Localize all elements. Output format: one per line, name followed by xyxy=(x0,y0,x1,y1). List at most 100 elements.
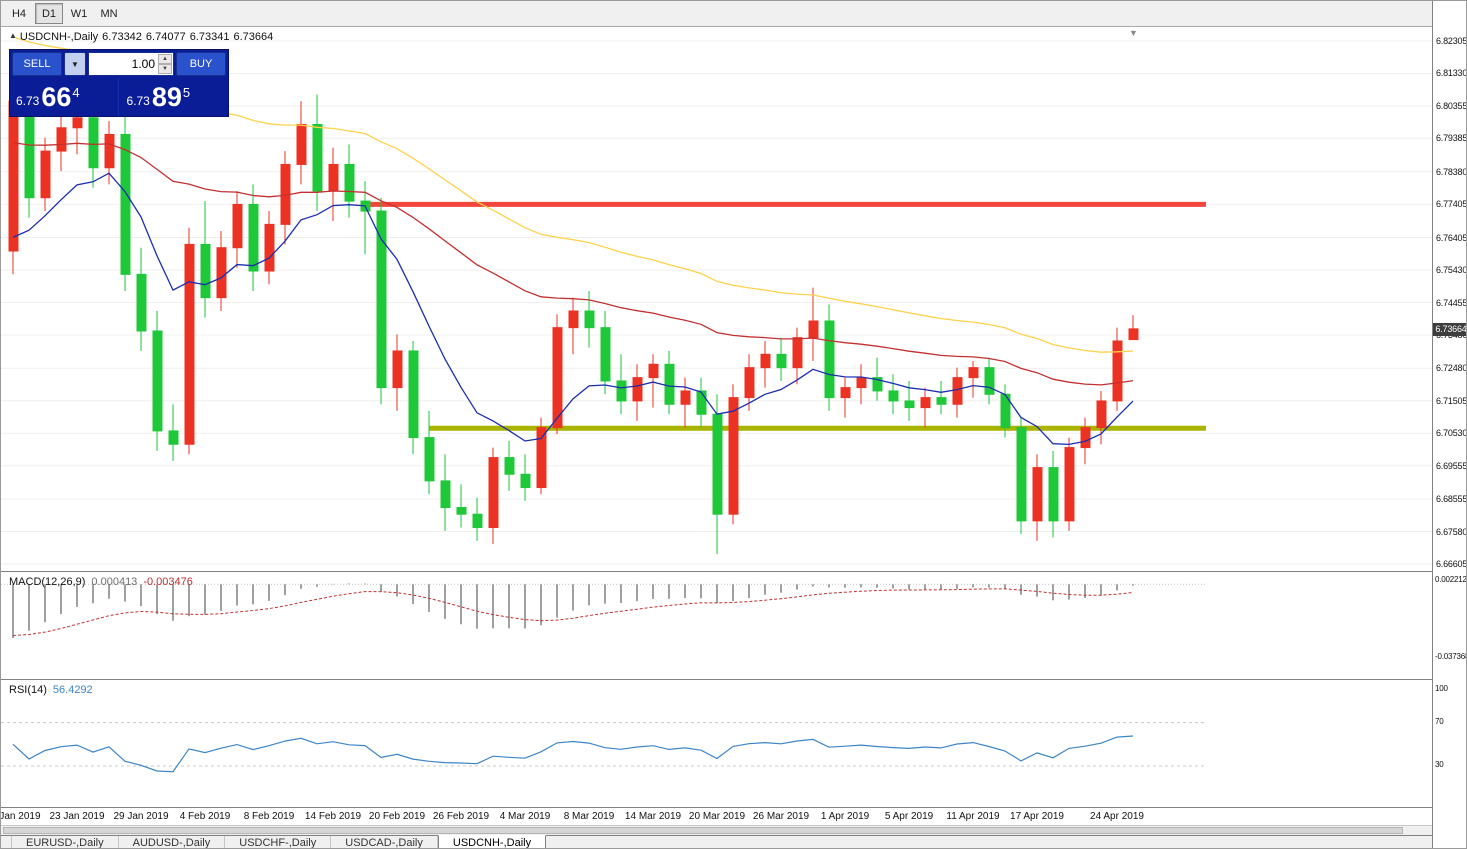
chart-tab-audusd[interactable]: AUDUSD-,Daily xyxy=(119,836,226,848)
price-tick: 6.72480 xyxy=(1436,363,1467,374)
macd-signal-value: -0.003476 xyxy=(143,576,193,588)
chart-scrollbar[interactable]: ◄ ► xyxy=(1,825,1466,835)
price-tick: 6.79385 xyxy=(1436,133,1467,144)
date-label: 5 Apr 2019 xyxy=(884,811,934,822)
price-tick: 6.69555 xyxy=(1436,460,1467,471)
price-tick: 6.75430 xyxy=(1436,265,1467,276)
timeframe-button-d1[interactable]: D1 xyxy=(35,3,63,24)
date-label: 26 Feb 2019 xyxy=(432,811,490,822)
buy-price-sup: 5 xyxy=(182,84,191,100)
date-label: 17 Jan 2019 xyxy=(0,811,41,822)
rsi-indicator-panel[interactable]: RSI(14) 56.4292 xyxy=(1,679,1432,807)
date-label: 1 Apr 2019 xyxy=(820,811,870,822)
chart-tab-usdchf[interactable]: USDCHF-,Daily xyxy=(225,836,332,848)
date-label: 24 Apr 2019 xyxy=(1090,811,1144,822)
price-tick: 6.66605 xyxy=(1436,559,1467,569)
ohlc-high: 6.74077 xyxy=(145,31,186,43)
current-price-badge: 6.73664 xyxy=(1433,322,1466,336)
main-chart-panel[interactable] xyxy=(1,27,1432,571)
macd-scale-top: 0.002212 xyxy=(1435,575,1467,584)
macd-indicator-panel[interactable]: MACD(12,26,9) 0.000413 -0.003476 xyxy=(1,571,1432,679)
symbol-label: USDCNH-,Daily xyxy=(19,31,99,43)
date-label: 17 Apr 2019 xyxy=(1010,811,1064,822)
timeframe-button-w1[interactable]: W1 xyxy=(65,3,93,24)
macd-scale-bottom: -0.037368 xyxy=(1435,652,1467,661)
date-label: 26 Mar 2019 xyxy=(752,811,810,822)
macd-value: 0.000413 xyxy=(91,576,138,588)
price-tick: 6.68555 xyxy=(1436,494,1467,505)
one-click-trading-panel: SELL ▼ ▲ ▼ BUY 6.73 66 4 6.73 89 5 xyxy=(9,49,229,117)
price-tick: 6.74455 xyxy=(1436,297,1467,308)
price-scale[interactable]: 6.82305 6.81330 6.80355 6.79385 6.78380 6.774… xyxy=(1432,1,1467,848)
macd-signal-line xyxy=(12,588,1134,636)
date-label: 23 Jan 2019 xyxy=(49,811,105,822)
rsi-scale-30: 30 xyxy=(1435,760,1444,769)
rsi-scale-70: 70 xyxy=(1435,716,1444,726)
moving-average-line-1 xyxy=(12,141,1134,386)
chart-header: ▲ USDCNH-,Daily 6.73342 6.74077 6.73341 6.736… xyxy=(9,31,277,43)
price-tick: 6.82305 xyxy=(1436,36,1467,46)
price-tick: 6.80355 xyxy=(1436,100,1467,111)
price-tick: 6.77405 xyxy=(1436,199,1467,210)
price-tick: 6.71505 xyxy=(1436,395,1467,406)
ohlc-open: 6.73342 xyxy=(102,31,142,43)
time-axis: 17 Jan 2019 23 Jan 2019 29 Jan 2019 4 Feb 2… xyxy=(1,807,1432,825)
date-label: 8 Feb 2019 xyxy=(243,811,295,822)
date-label: 4 Mar 2019 xyxy=(499,811,551,822)
price-tick: 6.81330 xyxy=(1436,68,1467,79)
date-label: 14 Feb 2019 xyxy=(304,811,362,822)
date-label: 29 Jan 2019 xyxy=(113,811,169,822)
macd-histogram xyxy=(12,583,1134,639)
sell-price-sup: 4 xyxy=(72,84,80,100)
buy-price-prefix: 6.73 xyxy=(126,94,150,108)
chart-tab-usdcnh[interactable]: USDCNH-,Daily xyxy=(437,835,547,848)
price-tick: 6.78380 xyxy=(1436,166,1467,177)
price-tick: 6.67580 xyxy=(1436,526,1467,537)
volume-up-button[interactable]: ▲ xyxy=(158,54,172,64)
chart-tabbar: EURUSD-,Daily AUDUSD-,Daily USDCHF-,Daily U… xyxy=(1,835,1466,848)
date-label: 14 Mar 2019 xyxy=(624,811,682,822)
candles-layer xyxy=(8,77,1139,555)
volume-input[interactable] xyxy=(89,53,173,75)
volume-dropdown-button[interactable]: ▼ xyxy=(64,52,86,76)
buy-button[interactable]: BUY xyxy=(176,52,226,76)
macd-title: MACD(12,26,9) 0.000413 -0.003476 xyxy=(9,576,193,588)
macd-canvas[interactable] xyxy=(1,572,1432,680)
sell-price-big: 66 xyxy=(41,82,72,112)
price-tick: 6.70530 xyxy=(1436,428,1467,439)
chart-tab-eurusd[interactable]: EURUSD-,Daily xyxy=(11,836,119,848)
date-label: 4 Feb 2019 xyxy=(179,811,231,822)
sell-price-prefix: 6.73 xyxy=(16,94,40,108)
candlestick-chart-canvas[interactable] xyxy=(1,27,1432,571)
rsi-title: RSI(14) 56.4292 xyxy=(9,684,93,696)
volume-spinner: ▲ ▼ xyxy=(158,54,172,74)
ohlc-low: 6.73341 xyxy=(189,31,230,43)
timeframe-toolbar: H4 D1 W1 MN xyxy=(1,1,1466,27)
volume-field-wrap: ▲ ▼ xyxy=(88,52,174,76)
collapse-triangle-icon[interactable]: ▲ xyxy=(9,31,17,40)
rsi-canvas[interactable] xyxy=(1,680,1432,808)
scrollbar-thumb[interactable] xyxy=(3,827,1403,834)
date-label: 11 Apr 2019 xyxy=(946,811,1000,822)
timeframe-button-mn[interactable]: MN xyxy=(95,3,123,24)
buy-price-big: 89 xyxy=(151,82,182,112)
macd-label: MACD(12,26,9) xyxy=(9,576,86,588)
rsi-scale-100: 100 xyxy=(1435,684,1448,693)
timeframe-button-h4[interactable]: H4 xyxy=(5,3,33,24)
volume-down-button[interactable]: ▼ xyxy=(158,64,172,74)
date-label: 20 Feb 2019 xyxy=(368,811,426,822)
sell-button[interactable]: SELL xyxy=(12,52,62,76)
date-label: 8 Mar 2019 xyxy=(563,811,615,822)
chart-shift-marker-icon[interactable]: ▼ xyxy=(1129,28,1138,38)
date-label: 20 Mar 2019 xyxy=(688,811,746,822)
buy-price-display[interactable]: 6.73 89 5 xyxy=(117,78,229,116)
moving-average-line-0 xyxy=(12,172,1134,446)
sell-price-display[interactable]: 6.73 66 4 xyxy=(10,78,118,116)
rsi-value: 56.4292 xyxy=(52,684,93,696)
rsi-label: RSI(14) xyxy=(9,684,47,696)
chart-tab-usdcad[interactable]: USDCAD-,Daily xyxy=(331,836,438,848)
rsi-line xyxy=(12,735,1134,773)
ohlc-close: 6.73664 xyxy=(233,31,274,43)
price-tick: 6.76405 xyxy=(1436,232,1467,243)
